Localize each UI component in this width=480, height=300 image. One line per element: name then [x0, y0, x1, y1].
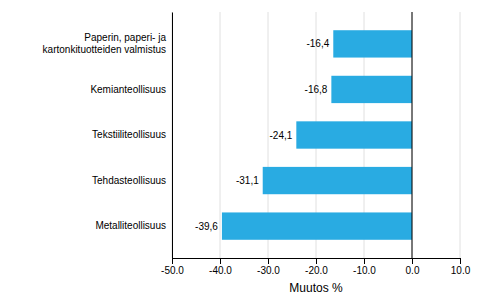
- grid: [172, 12, 460, 258]
- x-tick-label: -20.0: [305, 265, 328, 276]
- plot: -50.0 -40.0 -30.0 -20.0 -10.0 0.0 10.0 Metallit…: [43, 12, 471, 295]
- chart: -50.0 -40.0 -30.0 -20.0 -10.0 0.0 10.0 Metallit…: [0, 0, 480, 300]
- x-axis: -50.0 -40.0 -30.0 -20.0 -10.0 0.0 10.0: [161, 258, 471, 276]
- data-label: -39,6: [195, 221, 218, 232]
- data-label: -16,8: [305, 84, 328, 95]
- y-tick-label: Tekstiiliteollisuus: [92, 129, 166, 140]
- bar: [333, 30, 412, 57]
- y-tick: Kemianteollisuus: [90, 84, 166, 95]
- bar: [222, 212, 412, 239]
- x-tick-mark: [412, 258, 413, 264]
- x-tick-mark: [460, 258, 461, 264]
- y-axis: Metalliteollisuus Tehdasteollisuus Tekstii…: [43, 13, 173, 259]
- x-tick-label: -30.0: [257, 265, 280, 276]
- data-label: -31,1: [236, 175, 259, 186]
- x-tick: -50.0: [161, 258, 184, 276]
- y-axis-line: [172, 13, 173, 259]
- grid-line: [412, 12, 413, 258]
- y-tick-label: Paperin, paperi- jakartonkituotteiden va…: [43, 32, 167, 55]
- y-tick: Metalliteollisuus: [95, 220, 166, 231]
- bar: [296, 121, 412, 148]
- x-tick: -30.0: [257, 258, 280, 276]
- grid-line: [460, 12, 461, 258]
- x-tick-label: 10.0: [451, 265, 471, 276]
- x-tick-mark: [268, 258, 269, 264]
- bar: [331, 76, 412, 103]
- x-axis-title: Muutos %: [289, 281, 343, 295]
- y-tick: Tehdasteollisuus: [92, 175, 166, 186]
- x-tick-label: -40.0: [209, 265, 232, 276]
- y-tick-label: Kemianteollisuus: [90, 84, 166, 95]
- data-label: -16,4: [306, 38, 329, 49]
- x-tick: -20.0: [305, 258, 328, 276]
- y-tick: Paperin, paperi- jakartonkituotteiden va…: [43, 32, 167, 55]
- zero-line: [412, 12, 413, 258]
- bars: [222, 30, 412, 240]
- y-tick-label: Tehdasteollisuus: [92, 175, 166, 186]
- x-tick-mark: [172, 258, 173, 264]
- x-tick: -40.0: [209, 258, 232, 276]
- grid-line: [172, 12, 173, 258]
- x-tick: 10.0: [451, 258, 471, 276]
- x-tick-label: 0.0: [406, 265, 420, 276]
- bar: [263, 167, 412, 194]
- data-label: -24,1: [270, 130, 293, 141]
- x-axis-line: [173, 259, 461, 265]
- data-labels: -39,6 -31,1 -24,1 -16,8 -16,4: [195, 38, 330, 231]
- y-tick-label: Metalliteollisuus: [95, 220, 166, 231]
- x-tick-label: -50.0: [161, 265, 184, 276]
- grid-line: [220, 12, 221, 258]
- x-tick-label: -10.0: [353, 265, 376, 276]
- x-tick: -10.0: [353, 258, 376, 276]
- x-tick-mark: [220, 258, 221, 264]
- x-tick: 0.0: [406, 258, 420, 276]
- y-tick: Tekstiiliteollisuus: [92, 129, 166, 140]
- x-tick-mark: [364, 258, 365, 264]
- x-tick-mark: [316, 258, 317, 264]
